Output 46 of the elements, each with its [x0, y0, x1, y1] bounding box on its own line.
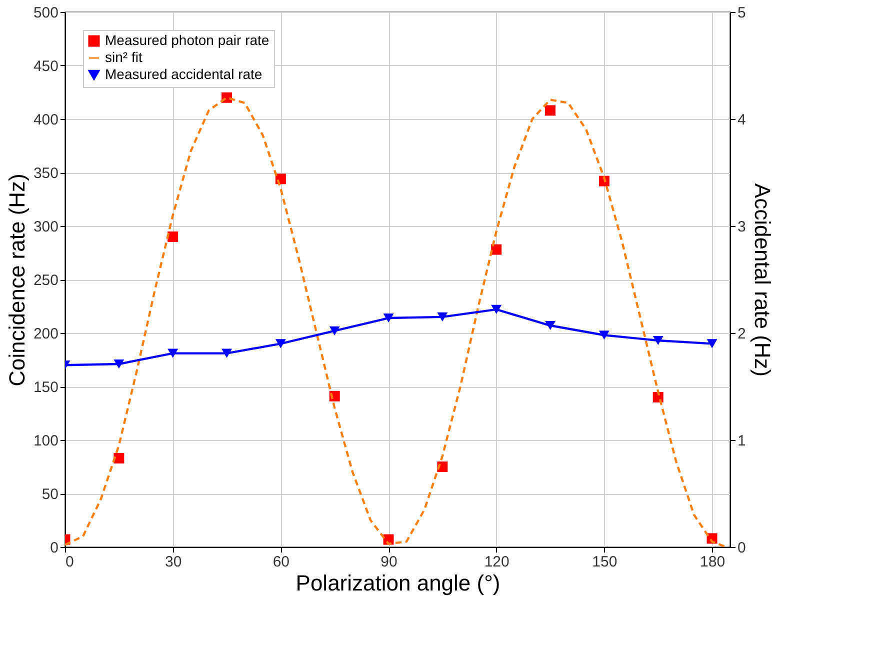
- y-tick-label: 150: [33, 379, 58, 396]
- legend-label: Measured accidental rate: [105, 66, 262, 82]
- point: [652, 336, 664, 346]
- y-tick-label: 350: [33, 165, 58, 182]
- point: [545, 105, 556, 116]
- point: [545, 320, 556, 330]
- legend-label: sin² fit: [105, 49, 142, 65]
- x-tick-label: 30: [164, 554, 182, 570]
- y2-tick-label: 1: [738, 432, 746, 450]
- point: [114, 452, 124, 464]
- y-tick-label: 400: [33, 112, 58, 128]
- y2-axis-title: Accidental rate (Hz): [750, 183, 775, 377]
- y-axis-title: Coincidence rate (Hz): [4, 174, 30, 386]
- y-tick-label: 200: [33, 326, 58, 342]
- point: [222, 348, 232, 358]
- x-tick-label: 150: [592, 554, 618, 570]
- point: [437, 312, 448, 322]
- point: [491, 244, 502, 255]
- y2-tick-label: 4: [738, 112, 746, 128]
- point: [329, 326, 340, 336]
- x-tick-label: 180: [700, 554, 726, 570]
- point: [491, 304, 502, 314]
- y-tick-label: 250: [33, 272, 58, 289]
- y-tick-label: 300: [33, 218, 58, 236]
- x-axis-title: Polarization angle (°): [296, 570, 500, 596]
- x-tick-label: 0: [66, 554, 74, 570]
- y-tick-label: 450: [33, 58, 58, 75]
- y2-tick-label: 0: [738, 540, 746, 556]
- y2-tick-label: 3: [738, 218, 746, 236]
- x-tick-label: 90: [380, 554, 398, 570]
- y2-tick-label: 2: [738, 326, 746, 342]
- point: [383, 313, 394, 323]
- point: [706, 339, 718, 348]
- y-tick-label: 500: [33, 4, 58, 22]
- point: [598, 330, 610, 340]
- point: [168, 348, 178, 358]
- point: [114, 359, 124, 369]
- x-tick-label: 120: [484, 554, 510, 570]
- x-tick-label: 60: [272, 554, 290, 570]
- y-tick-label: 0: [50, 540, 58, 556]
- legend-label: Measured photon pair rate: [105, 32, 270, 48]
- point: [275, 339, 286, 348]
- y-tick-label: 100: [33, 432, 58, 450]
- point: [168, 231, 178, 242]
- y2-tick-label: 5: [738, 4, 746, 22]
- y-tick-label: 50: [42, 486, 58, 503]
